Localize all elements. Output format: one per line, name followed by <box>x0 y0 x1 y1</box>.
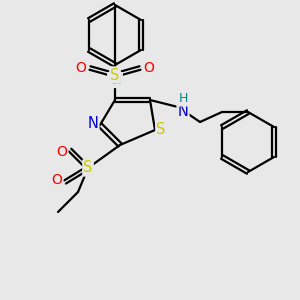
Text: Cl: Cl <box>108 73 122 87</box>
Text: H: H <box>178 92 188 106</box>
Text: N: N <box>88 116 98 130</box>
Text: O: O <box>57 145 68 159</box>
Text: O: O <box>52 173 62 187</box>
Text: S: S <box>110 68 120 82</box>
Text: S: S <box>156 122 166 137</box>
Text: O: O <box>144 61 154 75</box>
Text: O: O <box>76 61 86 75</box>
Text: S: S <box>83 160 93 175</box>
Text: N: N <box>178 103 188 118</box>
